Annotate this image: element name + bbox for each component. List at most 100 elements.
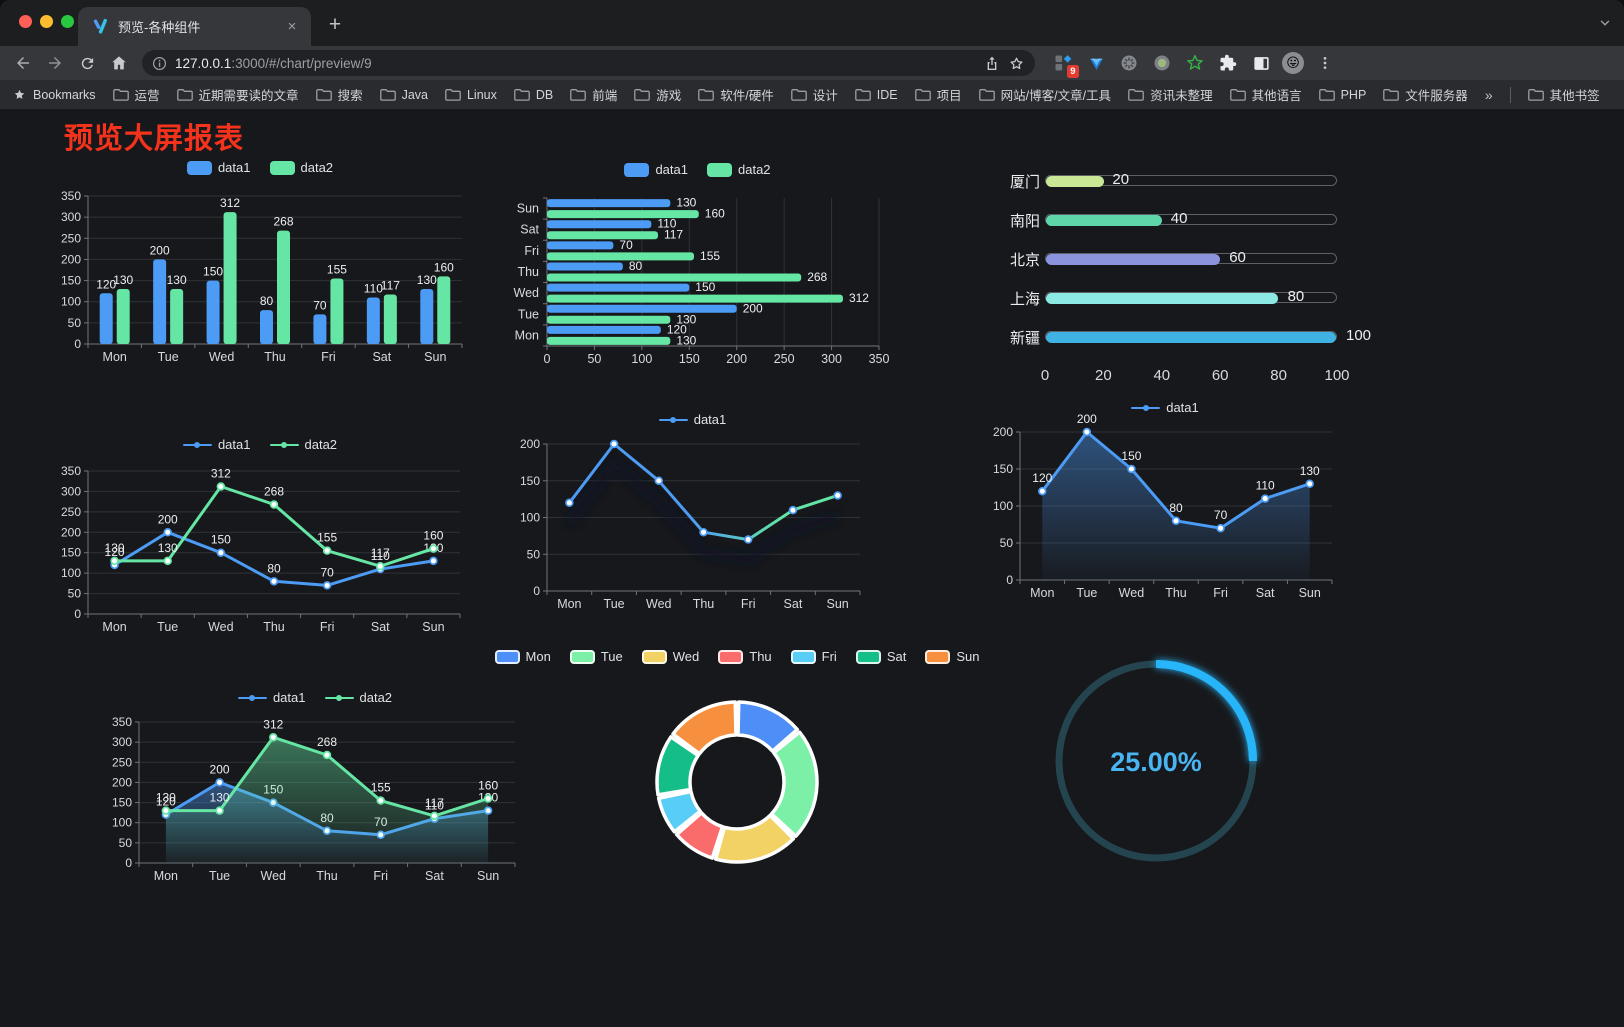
- bookmark-label: 近期需要读的文章: [198, 89, 299, 103]
- bookmark-folder-PHP[interactable]: PHP: [1318, 88, 1366, 102]
- bookmark-item-bookmarks[interactable]: Bookmarks: [12, 87, 96, 102]
- side-panel-icon[interactable]: [1249, 51, 1273, 75]
- legend-label: Sun: [956, 649, 980, 664]
- svg-text:150: 150: [679, 352, 700, 366]
- svg-text:268: 268: [807, 270, 827, 284]
- legend-item-data2[interactable]: data2: [707, 162, 771, 177]
- extension-wheel-icon[interactable]: [1117, 51, 1141, 75]
- extension-gem-icon[interactable]: [1084, 51, 1108, 75]
- svg-text:Wed: Wed: [208, 620, 234, 634]
- legend-item-data1[interactable]: data1: [624, 162, 688, 177]
- legend-label: data1: [655, 162, 688, 177]
- legend-item-data1[interactable]: data1: [237, 690, 306, 705]
- svg-text:0: 0: [533, 584, 540, 598]
- home-button[interactable]: [106, 50, 132, 76]
- svg-text:250: 250: [61, 231, 81, 245]
- svg-text:130: 130: [167, 273, 187, 287]
- bookmark-folder-DB[interactable]: DB: [514, 88, 553, 102]
- svg-text:150: 150: [211, 533, 231, 547]
- svg-text:Sat: Sat: [520, 223, 539, 237]
- legend-label: Wed: [672, 649, 700, 664]
- extensions-puzzle-icon[interactable]: [1216, 51, 1240, 75]
- share-icon[interactable]: [984, 55, 1000, 71]
- new-tab-button[interactable]: +: [328, 13, 342, 36]
- legend-swatch: [790, 649, 816, 664]
- legend-item-Sun[interactable]: Sun: [925, 649, 979, 664]
- bookmark-folder-网站/博客/文章/工具[interactable]: 网站/博客/文章/工具: [978, 85, 1111, 104]
- legend-swatch: [718, 649, 744, 664]
- chart-legend: data1 data2: [50, 437, 470, 452]
- tab-close-icon[interactable]: ×: [287, 17, 297, 35]
- legend-item-data1[interactable]: data1: [182, 437, 251, 452]
- legend-item-data1[interactable]: data1: [186, 160, 251, 175]
- maximize-window-button[interactable]: [61, 15, 74, 28]
- legend-swatch: [855, 649, 881, 664]
- bookmark-folder-Java[interactable]: Java: [379, 88, 428, 102]
- svg-text:200: 200: [112, 775, 132, 789]
- progress-label: 新疆: [1010, 330, 1041, 347]
- legend-item-data1[interactable]: data1: [1131, 400, 1199, 415]
- url-text[interactable]: 127.0.0.1:3000/#/chart/preview/9: [175, 56, 976, 71]
- bookmark-folder-设计[interactable]: 设计: [790, 85, 838, 104]
- folder-icon: [379, 89, 396, 101]
- legend-item-Tue[interactable]: Tue: [569, 649, 623, 664]
- close-window-button[interactable]: [19, 15, 32, 28]
- extension-record-icon[interactable]: [1150, 51, 1174, 75]
- svg-text:Mon: Mon: [515, 328, 539, 342]
- legend-swatch: [269, 438, 299, 452]
- legend-item-data2[interactable]: data2: [269, 160, 333, 175]
- legend-item-Thu[interactable]: Thu: [718, 649, 772, 664]
- bookmark-folder-资讯未整理[interactable]: 资讯未整理: [1128, 85, 1213, 104]
- svg-text:120: 120: [667, 322, 687, 336]
- site-info-icon[interactable]: [152, 56, 167, 71]
- svg-text:150: 150: [520, 474, 540, 488]
- bookmark-folder-项目[interactable]: 项目: [914, 85, 962, 104]
- legend-item-Fri[interactable]: Fri: [790, 649, 837, 664]
- bookmark-folder-近期需要读的文章[interactable]: 近期需要读的文章: [176, 85, 299, 104]
- bookmark-folder-IDE[interactable]: IDE: [854, 88, 898, 102]
- legend-item-data1[interactable]: data1: [658, 412, 727, 427]
- bookmark-star-icon[interactable]: [1008, 55, 1025, 72]
- bookmark-folder-搜索[interactable]: 搜索: [315, 85, 363, 104]
- folder-icon: [914, 89, 931, 101]
- chart-bar-horizontal: 0 50 100 150 200 250 300 350 Mon Tue Wed Thu Fri Sat S…: [505, 156, 890, 371]
- address-bar[interactable]: 127.0.0.1:3000/#/chart/preview/9: [142, 50, 1035, 76]
- bookmarks-overflow-icon[interactable]: »: [1484, 86, 1493, 103]
- reload-button[interactable]: [74, 50, 100, 76]
- legend-label: data1: [217, 437, 251, 452]
- svg-text:350: 350: [869, 352, 890, 366]
- bookmark-folder-运营[interactable]: 运营: [112, 85, 160, 104]
- extension-star-icon[interactable]: [1183, 51, 1207, 75]
- bookmark-folder-其他语言[interactable]: 其他语言: [1229, 85, 1302, 104]
- minimize-window-button[interactable]: [40, 15, 53, 28]
- bookmark-folder-Linux[interactable]: Linux: [445, 88, 497, 102]
- legend-item-Sat[interactable]: Sat: [855, 649, 906, 664]
- browser-tab[interactable]: 预览-各种组件 ×: [78, 7, 311, 46]
- legend-item-data2[interactable]: data2: [269, 437, 337, 452]
- chart-line-gradient: 0 50 100 150 200 Mon Tue Wed Thu Fri Sat Sun data1: [505, 406, 880, 616]
- folder-icon: [698, 89, 715, 101]
- legend-item-Mon[interactable]: Mon: [494, 649, 551, 664]
- legend-label: Tue: [600, 649, 623, 664]
- svg-text:130: 130: [105, 541, 125, 555]
- extension-badge: 9: [1066, 65, 1079, 78]
- bookmark-folder-软件/硬件[interactable]: 软件/硬件: [698, 85, 774, 104]
- legend-item-Wed[interactable]: Wed: [641, 649, 700, 664]
- svg-text:200: 200: [61, 525, 81, 539]
- legend-item-data2[interactable]: data2: [324, 690, 392, 705]
- extension-grid-icon[interactable]: 9: [1051, 51, 1079, 78]
- bookmark-folder-前端[interactable]: 前端: [570, 85, 617, 104]
- other-bookmarks[interactable]: 其他书签: [1527, 85, 1600, 104]
- chart-legend: data1: [505, 412, 880, 427]
- forward-button[interactable]: [42, 50, 68, 76]
- profile-avatar[interactable]: 😛: [1282, 52, 1304, 74]
- back-button[interactable]: [10, 50, 36, 76]
- bookmark-folder-游戏[interactable]: 游戏: [634, 85, 681, 104]
- svg-text:70: 70: [320, 565, 334, 579]
- bookmark-folder-文件服务器[interactable]: 文件服务器: [1383, 85, 1468, 104]
- progress-track: [1045, 252, 1337, 265]
- menu-icon[interactable]: [1313, 51, 1337, 75]
- chevron-down-icon[interactable]: [1598, 16, 1612, 30]
- legend-label: data1: [693, 412, 727, 427]
- svg-text:117: 117: [664, 228, 683, 242]
